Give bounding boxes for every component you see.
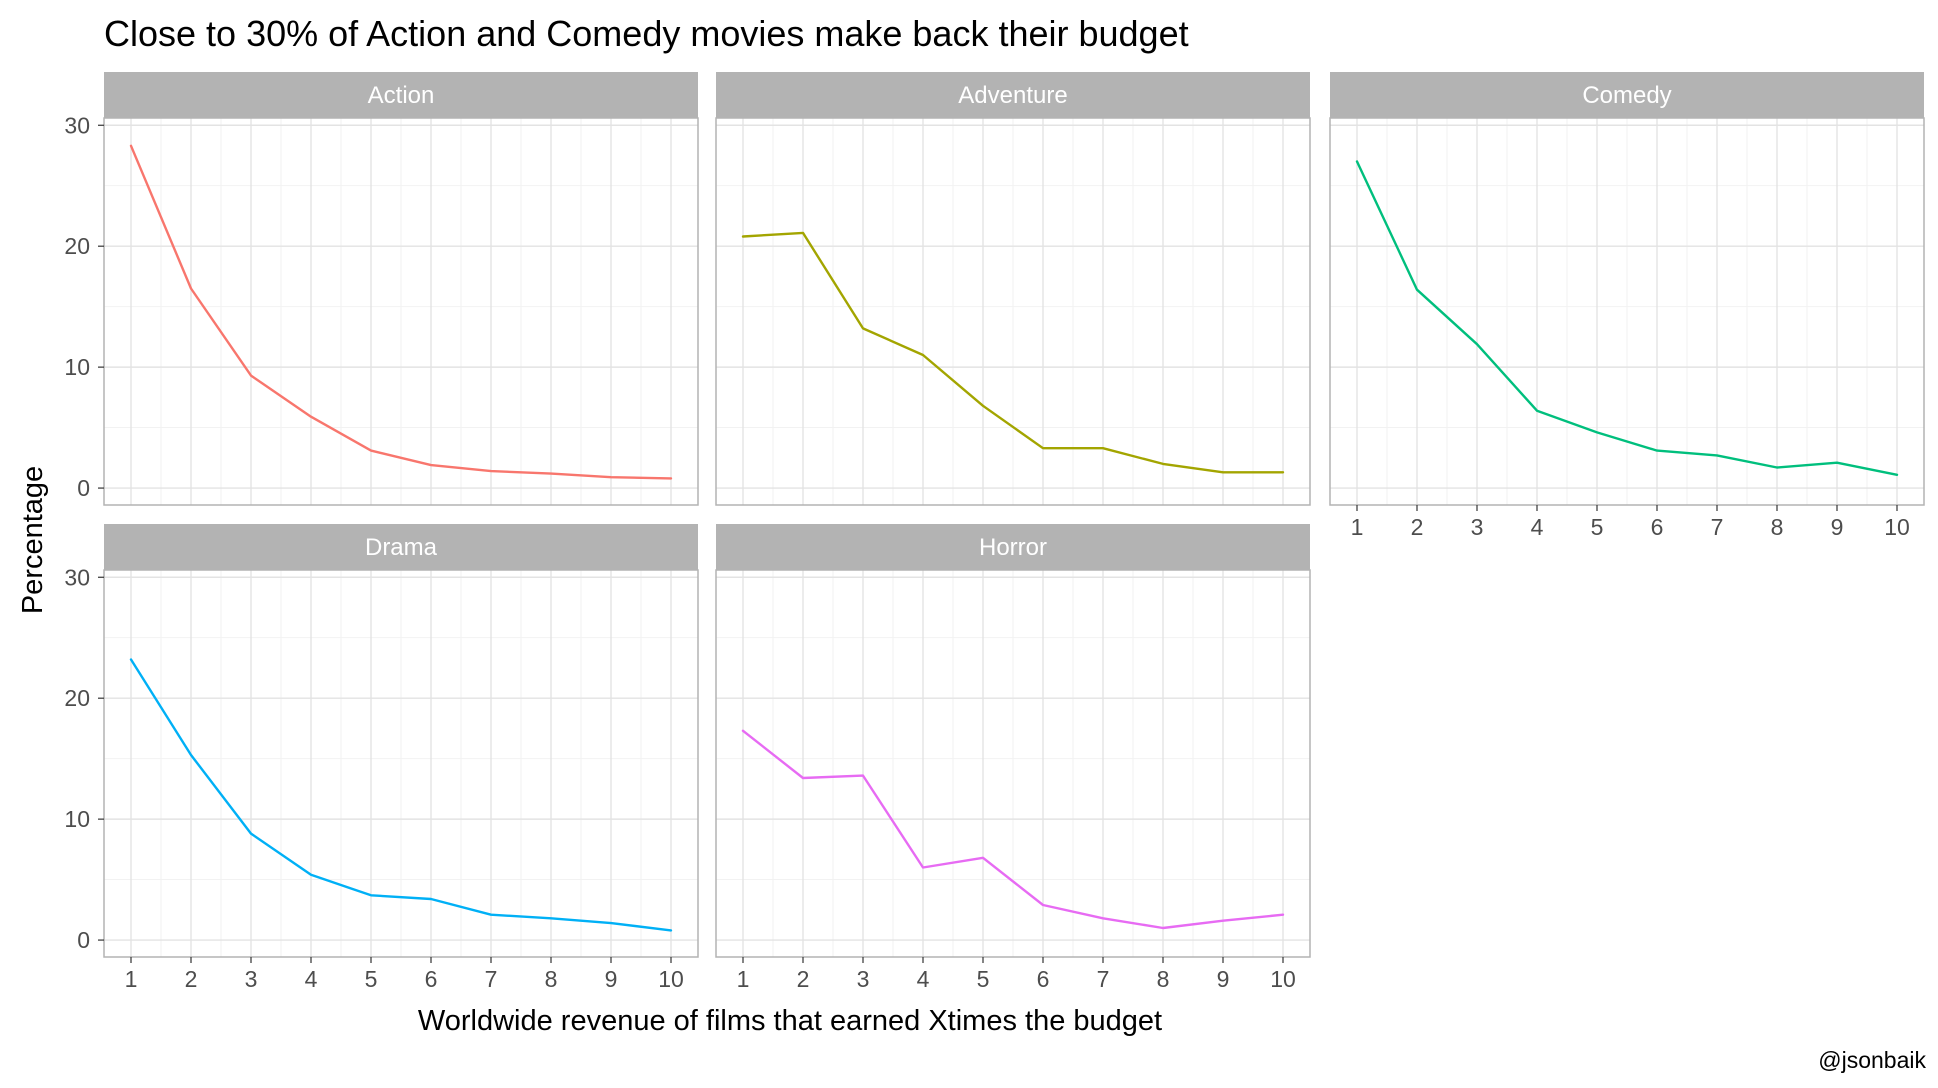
y-tick-label: 0 xyxy=(77,927,90,953)
x-tick-label: 10 xyxy=(1270,966,1296,992)
x-tick-label: 3 xyxy=(857,966,870,992)
y-tick-label: 30 xyxy=(64,564,90,590)
facet-strip-label: Drama xyxy=(365,534,438,561)
x-tick-label: 7 xyxy=(1711,514,1724,540)
x-tick-label: 1 xyxy=(1351,514,1364,540)
y-tick-label: 20 xyxy=(64,233,90,259)
chart-caption: @jsonbaik xyxy=(1818,1047,1926,1073)
facet-strip xyxy=(104,72,698,118)
series-line-drama xyxy=(129,658,673,932)
panel-border xyxy=(103,117,699,506)
x-tick-label: 1 xyxy=(737,966,750,992)
x-tick-label: 9 xyxy=(605,966,618,992)
x-tick-label: 8 xyxy=(1771,514,1784,540)
facet-strip xyxy=(1330,72,1924,118)
y-tick-label: 30 xyxy=(64,112,90,138)
facet-strip-label: Adventure xyxy=(958,82,1067,109)
panel-border xyxy=(715,569,1311,958)
x-tick-label: 6 xyxy=(425,966,438,992)
x-tick-label: 8 xyxy=(545,966,558,992)
x-tick-label: 5 xyxy=(365,966,378,992)
panel-border xyxy=(103,569,699,958)
chart-title: Close to 30% of Action and Comedy movies… xyxy=(104,13,1189,54)
x-tick-label: 7 xyxy=(485,966,498,992)
facet-strip xyxy=(716,72,1310,118)
x-tick-label: 4 xyxy=(917,966,930,992)
facet-strip xyxy=(716,524,1310,570)
x-axis-title: Worldwide revenue of films that earned X… xyxy=(418,1005,1162,1037)
x-tick-label: 10 xyxy=(658,966,684,992)
x-tick-label: 1 xyxy=(125,966,138,992)
series-line-comedy xyxy=(1355,160,1899,476)
y-tick-label: 10 xyxy=(64,806,90,832)
y-tick-label: 0 xyxy=(77,475,90,501)
facet-strip-label: Comedy xyxy=(1582,82,1671,109)
x-tick-label: 6 xyxy=(1651,514,1664,540)
facet-strip-label: Horror xyxy=(979,534,1047,561)
y-axis-title: Percentage xyxy=(17,466,49,614)
x-tick-label: 5 xyxy=(1591,514,1604,540)
x-tick-label: 8 xyxy=(1157,966,1170,992)
x-tick-label: 9 xyxy=(1217,966,1230,992)
x-tick-label: 2 xyxy=(797,966,810,992)
x-tick-label: 3 xyxy=(245,966,258,992)
facet-adventure: Adventure xyxy=(715,72,1311,506)
facet-action: Action 0 10 20 30 xyxy=(64,72,699,506)
series-line-horror xyxy=(741,729,1285,930)
x-tick-label: 3 xyxy=(1471,514,1484,540)
y-tick-label: 10 xyxy=(64,354,90,380)
panel-border xyxy=(1329,117,1925,506)
x-tick-label: 2 xyxy=(185,966,198,992)
x-tick-label: 2 xyxy=(1411,514,1424,540)
x-tick-label: 10 xyxy=(1884,514,1910,540)
facet-horror: Horror 1 2 3 4 5 6 7 8 9 10 xyxy=(715,524,1311,992)
x-tick-label: 9 xyxy=(1831,514,1844,540)
x-tick-label: 5 xyxy=(977,966,990,992)
y-tick-label: 20 xyxy=(64,685,90,711)
x-tick-label: 6 xyxy=(1037,966,1050,992)
facet-comedy: Comedy 1 2 3 4 5 6 7 8 9 10 xyxy=(1329,72,1925,540)
series-line-adventure xyxy=(741,231,1285,474)
x-tick-label: 4 xyxy=(1531,514,1544,540)
facet-strip-label: Action xyxy=(368,82,435,109)
x-tick-label: 4 xyxy=(305,966,318,992)
facet-strip xyxy=(104,524,698,570)
panel-border xyxy=(715,117,1311,506)
series-line-action xyxy=(129,144,673,480)
x-tick-label: 7 xyxy=(1097,966,1110,992)
facet-drama: Drama 0 10 20 30 1 2 3 4 5 6 7 8 9 10 xyxy=(64,524,699,992)
